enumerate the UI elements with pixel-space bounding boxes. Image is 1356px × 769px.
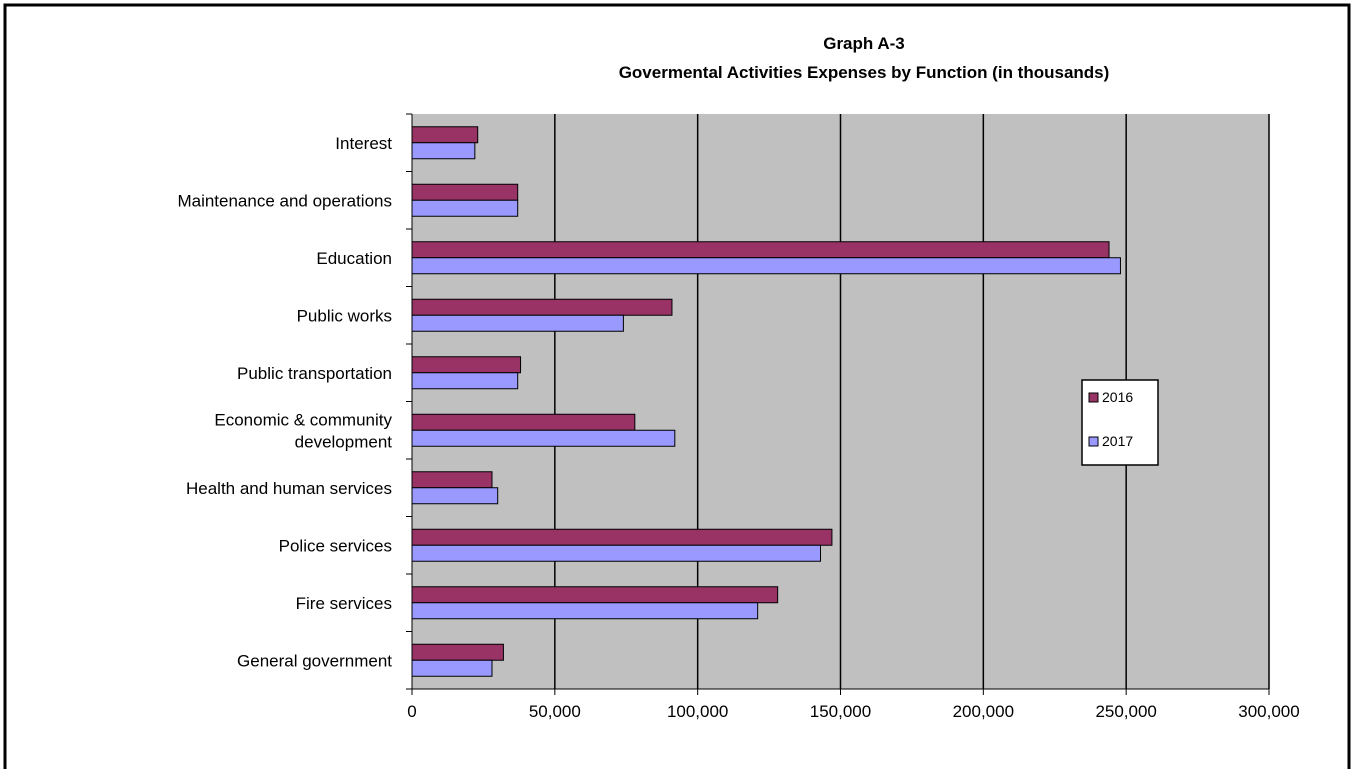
bar-2016-7 bbox=[411, 528, 833, 546]
bar-2017-7 bbox=[411, 544, 822, 562]
category-labels: Interest Maintenance and operations Educat… bbox=[177, 134, 392, 671]
bar-2017-6 bbox=[411, 487, 499, 505]
bar-2016-6 bbox=[411, 471, 493, 489]
category-label-0: Interest bbox=[335, 134, 392, 153]
axes bbox=[406, 113, 1270, 695]
bar-2017-8 bbox=[411, 602, 759, 620]
category-label-3: Public works bbox=[297, 306, 392, 325]
x-tick-labels: 0 50,000 100,000 150,000 200,000 250,000 300,0… bbox=[407, 702, 1299, 721]
bar-2017-9 bbox=[411, 659, 493, 677]
category-label-5-line-1: development bbox=[295, 432, 393, 451]
category-label-2: Education bbox=[316, 249, 392, 268]
category-label-9: General government bbox=[237, 651, 392, 670]
category-label-8: Fire services bbox=[296, 594, 392, 613]
bar-2017-2 bbox=[411, 257, 1121, 275]
bars bbox=[411, 126, 1121, 677]
x-tick-label-1: 50,000 bbox=[529, 702, 581, 721]
x-tick-label-6: 300,000 bbox=[1238, 702, 1299, 721]
bar-2016-5 bbox=[411, 413, 636, 431]
category-label-7: Police services bbox=[279, 536, 392, 555]
bar-2016-3 bbox=[411, 298, 673, 316]
legend-label-2017: 2017 bbox=[1102, 433, 1133, 449]
category-label-4: Public transportation bbox=[237, 364, 392, 383]
bar-2016-9 bbox=[411, 643, 504, 661]
x-tick-label-0: 0 bbox=[407, 702, 416, 721]
bar-2017-1 bbox=[411, 199, 519, 217]
legend-swatch-2017 bbox=[1088, 436, 1099, 447]
legend-label-2016: 2016 bbox=[1102, 389, 1133, 405]
bar-2016-8 bbox=[411, 586, 779, 604]
category-label-6: Health and human services bbox=[186, 479, 392, 498]
bar-2017-0 bbox=[411, 142, 476, 160]
bar-2016-2 bbox=[411, 241, 1110, 259]
legend: 2016 2017 bbox=[1081, 379, 1159, 466]
x-tick-label-3: 150,000 bbox=[810, 702, 871, 721]
bar-2016-4 bbox=[411, 356, 522, 374]
bar-2016-0 bbox=[411, 126, 479, 144]
chart-title: Graph A-3 bbox=[823, 34, 905, 53]
x-tick-label-2: 100,000 bbox=[667, 702, 728, 721]
legend-swatch-2016 bbox=[1088, 392, 1099, 403]
category-label-1: Maintenance and operations bbox=[177, 191, 392, 210]
x-tick-label-4: 200,000 bbox=[953, 702, 1014, 721]
bar-2017-4 bbox=[411, 372, 519, 390]
bar-2017-5 bbox=[411, 429, 676, 447]
chart-subtitle: Govermental Activities Expenses by Funct… bbox=[619, 63, 1110, 82]
x-tick-label-5: 250,000 bbox=[1095, 702, 1156, 721]
bar-2016-1 bbox=[411, 183, 519, 201]
category-label-5-line-0: Economic & community bbox=[214, 410, 392, 429]
bar-2017-3 bbox=[411, 314, 624, 332]
